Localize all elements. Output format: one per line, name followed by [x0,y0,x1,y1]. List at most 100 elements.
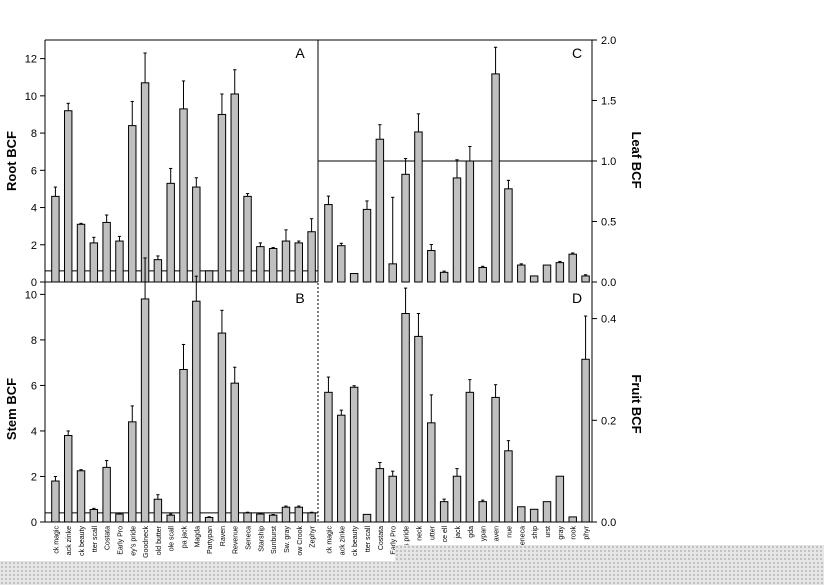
bar [337,245,346,283]
y-tick-label: 10 [25,91,37,103]
y-tick-label: 10 [25,289,37,301]
x-tick-label: ck magic [53,526,60,554]
bar [504,188,513,283]
bar [349,273,359,283]
bar [388,475,397,523]
bar [76,223,86,283]
x-tick-label: ey's pride [404,526,411,556]
panel-c: 0.0 0.5 1.0 1.5 2.0 C Leaf BCF [318,35,644,289]
x-tick-label: tter scall [92,526,99,553]
dotted-background-strip [0,545,824,585]
y-tick-label: 4 [31,426,37,438]
y-tick-label: 0 [31,277,37,289]
y-tick-label: 8 [31,128,37,140]
bar [324,204,333,283]
y-tick-label: 12 [25,54,37,66]
y-tick-label: 1.0 [601,156,616,168]
x-tick-label: ypan [481,526,488,541]
bar [140,82,150,283]
x-tick-label: Costata [105,526,112,550]
bar [414,131,423,283]
y-axis-label: Root BCF [4,131,19,191]
x-tick-label: Zephyr [310,525,317,547]
bar [452,177,462,283]
bar [115,240,124,283]
y-axis-label: Leaf BCF [629,131,644,188]
bar [294,242,304,283]
bar [102,221,111,283]
bar [337,414,346,523]
bar [140,298,150,523]
x-tick-label: ole scall [169,526,176,552]
x-tick-label: ck beauty [352,526,359,556]
panel-letter: B [295,290,304,306]
x-tick-label: Revenue [233,526,240,554]
x-tick-label: Raven [220,526,227,546]
panel-letter: C [572,45,582,61]
bar [76,470,86,523]
panel-b: 0 2 4 6 8 10 B Stem BCF [4,257,318,529]
bar [517,264,526,283]
x-tick-label: Partypan [207,526,214,554]
x-tick-label: Goodneck [143,526,150,558]
bar [427,422,436,523]
y-tick-label: 0.5 [601,217,616,229]
bar [281,240,291,283]
bar [401,313,410,523]
bar [362,208,372,283]
bar [375,138,385,283]
x-labels-left: ck magic ack zinke ck beauty tter scall Cost… [53,525,316,558]
x-tick-label: nue [506,526,513,538]
panel-a: 0 2 4 6 8 10 12 A Root BCF [4,45,318,289]
bar [307,231,316,283]
y-tick-label: 1.5 [601,96,616,108]
bar [542,264,552,283]
bar [414,335,423,523]
x-tick-label: Early Pro [117,526,124,555]
panels-layer: 0 2 4 6 8 10 12 A Root BCF 0 2 4 6 8 10 B Stem BCF 0.0 0.5… [4,35,644,558]
x-tick-label: ack zinke [66,526,73,555]
bar [115,513,124,523]
y-tick-label: 6 [31,165,37,177]
y-tick-label: 0.0 [601,277,616,289]
x-tick-label: ce ell [442,526,449,543]
bar [478,501,487,523]
x-tick-label: gda [468,526,475,538]
bar [89,242,99,283]
y-tick-label: 0.4 [601,314,616,326]
bar [256,246,265,283]
bar [529,275,539,283]
bar [281,506,291,523]
bar [243,512,252,523]
bar [102,466,111,523]
bar [542,501,552,523]
bar [581,358,590,523]
bar [324,391,333,523]
x-tick-label: old butter [156,525,163,555]
bar [452,475,462,523]
x-tick-label: ey's pride [130,526,137,556]
x-tick-label: pa jack [182,526,189,549]
x-tick-label: rook [571,526,578,540]
x-tick-label: tter scall [365,526,372,553]
bar [491,73,500,283]
bar [166,182,175,283]
bar [568,516,577,523]
x-tick-label: jack [455,526,462,540]
bar [179,108,188,283]
x-tick-label: Sunburst [271,526,278,554]
bar [388,263,397,283]
bar [166,514,175,523]
x-tick-label: Costata [378,526,385,550]
x-tick-label: neck [416,526,423,541]
bar [230,93,239,283]
x-tick-label: ck beauty [79,526,86,556]
x-tick-label: Seneca [246,526,253,550]
x-tick-label: urst [545,526,552,538]
bar [268,514,278,523]
y-tick-label: 0 [31,517,37,529]
y-tick-label: 8 [31,335,37,347]
dot-strip-upper [395,545,824,561]
x-tick-label: gray [558,526,565,540]
